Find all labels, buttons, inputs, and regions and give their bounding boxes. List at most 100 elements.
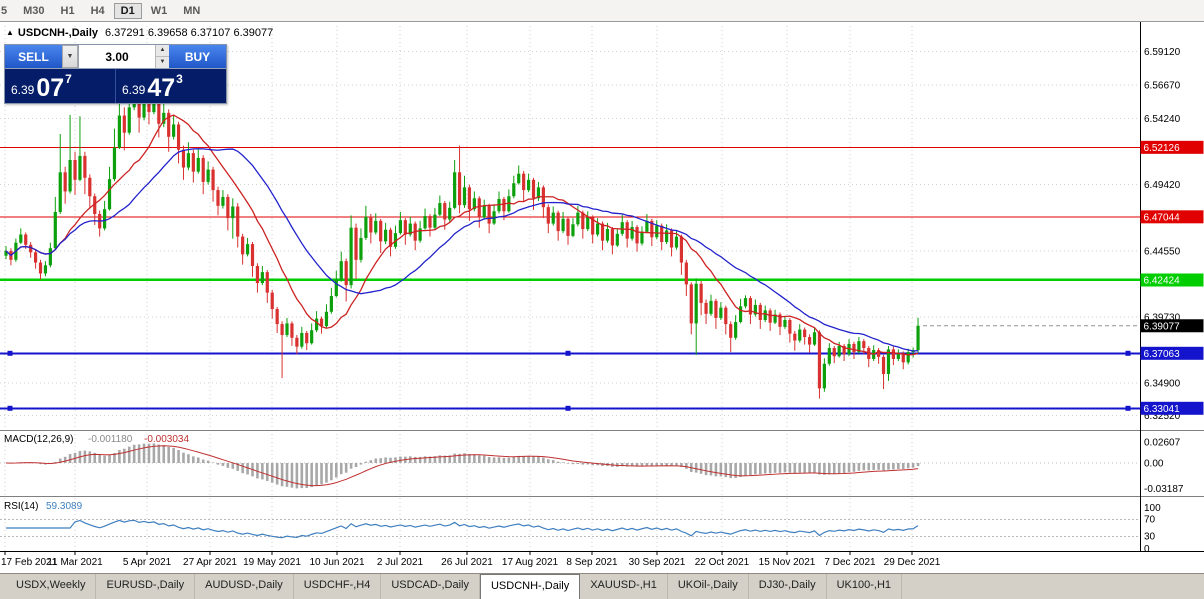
price-axis-label: 6.56670 [1144, 81, 1181, 92]
candle [817, 332, 822, 389]
chart-tab-uk100-h1[interactable]: UK100-,H1 [827, 574, 903, 599]
candle [630, 227, 634, 239]
candle [354, 227, 358, 260]
line-selection-handle[interactable] [7, 405, 13, 411]
chart-symbol-label: USDCNH-,Daily [17, 27, 98, 39]
candle [561, 218, 565, 232]
sell-price[interactable]: 6.39 07 7 [5, 69, 116, 103]
date-axis-label: 5 Apr 2021 [123, 557, 172, 568]
line-selection-handle[interactable] [565, 350, 571, 356]
candle [191, 153, 195, 172]
candle [329, 296, 333, 312]
candle [753, 304, 757, 315]
candle [689, 284, 693, 324]
timeframe-button-mn[interactable]: MN [176, 3, 207, 19]
candle [73, 160, 77, 180]
ma-slow-line[interactable] [5, 148, 919, 352]
volume-input[interactable] [78, 45, 155, 68]
line-selection-handle[interactable] [1125, 350, 1131, 356]
line-selection-handle[interactable] [565, 405, 571, 411]
sell-button[interactable]: SELL [5, 45, 62, 68]
volume-spin-up[interactable]: ▲ [156, 45, 169, 57]
candle [334, 279, 338, 297]
timeframe-button-h4[interactable]: H4 [84, 3, 112, 19]
candle [793, 333, 797, 341]
candle [88, 177, 92, 197]
candle [4, 250, 8, 256]
price-level-badge [1140, 210, 1204, 224]
timeframe-button-h1[interactable]: H1 [54, 3, 82, 19]
candle [48, 248, 52, 266]
candle [324, 311, 329, 327]
candle [448, 207, 452, 220]
chart-tab-audusd-daily[interactable]: AUDUSD-,Daily [195, 574, 294, 599]
candle [709, 300, 713, 314]
buy-price[interactable]: 6.39 47 3 [116, 69, 226, 103]
candle [832, 348, 836, 357]
candle [877, 350, 881, 357]
candle [546, 207, 550, 224]
candle [596, 223, 600, 235]
candle [211, 169, 215, 191]
one-click-toggle-icon[interactable]: ▲ [6, 28, 14, 37]
chart-tab-dj30-daily[interactable]: DJ30-,Daily [749, 574, 827, 599]
candle [591, 217, 595, 235]
candle [403, 220, 407, 235]
candle [443, 203, 447, 220]
sell-price-prefix: 6.39 [11, 83, 35, 97]
candle [290, 323, 294, 338]
volume-dropdown-button[interactable]: ▼ [62, 45, 78, 68]
candle [507, 196, 511, 212]
candle [33, 252, 38, 263]
candle [216, 190, 220, 206]
timeframe-button-m30[interactable]: M30 [16, 3, 51, 19]
candle [724, 307, 728, 325]
candle [773, 314, 777, 323]
timeframe-button-5[interactable]: 5 [0, 3, 14, 19]
candle [566, 218, 570, 236]
price-axis-label: 6.34900 [1144, 378, 1181, 389]
chart-tab-ukoil-daily[interactable]: UKOil-,Daily [668, 574, 749, 599]
candle [157, 99, 161, 124]
chart-tab-usdcad-daily[interactable]: USDCAD-,Daily [381, 574, 480, 599]
candle [265, 272, 269, 293]
line-selection-handle[interactable] [7, 350, 13, 356]
candle [231, 206, 235, 219]
timeframe-button-w1[interactable]: W1 [144, 3, 175, 19]
date-axis-label: 17 Aug 2021 [502, 557, 559, 568]
candle [640, 231, 644, 244]
timeframe-button-d1[interactable]: D1 [113, 2, 142, 19]
candle [349, 227, 353, 286]
price-chart-canvas[interactable]: MACD(12,26,9) -0.001180 -0.003034 0.02607 0.… [0, 22, 1204, 572]
date-axis-label: 29 Dec 2021 [884, 557, 941, 568]
candle [536, 187, 541, 199]
candle [388, 229, 393, 247]
line-selection-handle[interactable] [1125, 405, 1131, 411]
candle [462, 187, 467, 206]
volume-spin-down[interactable]: ▼ [159, 59, 166, 65]
candle [310, 330, 314, 344]
candle [457, 172, 462, 206]
candle [610, 229, 614, 246]
chart-tab-eurusd-daily[interactable]: EURUSD-,Daily [96, 574, 196, 599]
candle [487, 205, 491, 224]
candle [152, 99, 156, 113]
ma-fast-line[interactable] [5, 114, 919, 356]
buy-button[interactable]: BUY [169, 45, 226, 68]
candle [68, 160, 72, 192]
chart-tab-usdx-weekly[interactable]: USDX,Weekly [6, 574, 97, 599]
chart-tab-usdchf-h4[interactable]: USDCHF-,H4 [294, 574, 382, 599]
price-level-badge-text: 6.47044 [1144, 212, 1181, 223]
chart-tab-usdcnh-daily[interactable]: USDCNH-,Daily [479, 574, 581, 599]
chart-tab-xauusd-h1[interactable]: XAUUSD-,H1 [580, 574, 668, 599]
candle [625, 222, 629, 239]
candle [280, 324, 284, 336]
chart-ohlc-values: 6.37291 6.39658 6.37107 6.39077 [105, 27, 274, 39]
date-axis-label: 15 Nov 2021 [759, 557, 816, 568]
candle [886, 349, 891, 374]
candle [236, 206, 240, 237]
date-axis-label: 8 Sep 2021 [566, 557, 618, 568]
candle [423, 216, 427, 229]
candle [778, 314, 782, 327]
candle [600, 223, 605, 241]
